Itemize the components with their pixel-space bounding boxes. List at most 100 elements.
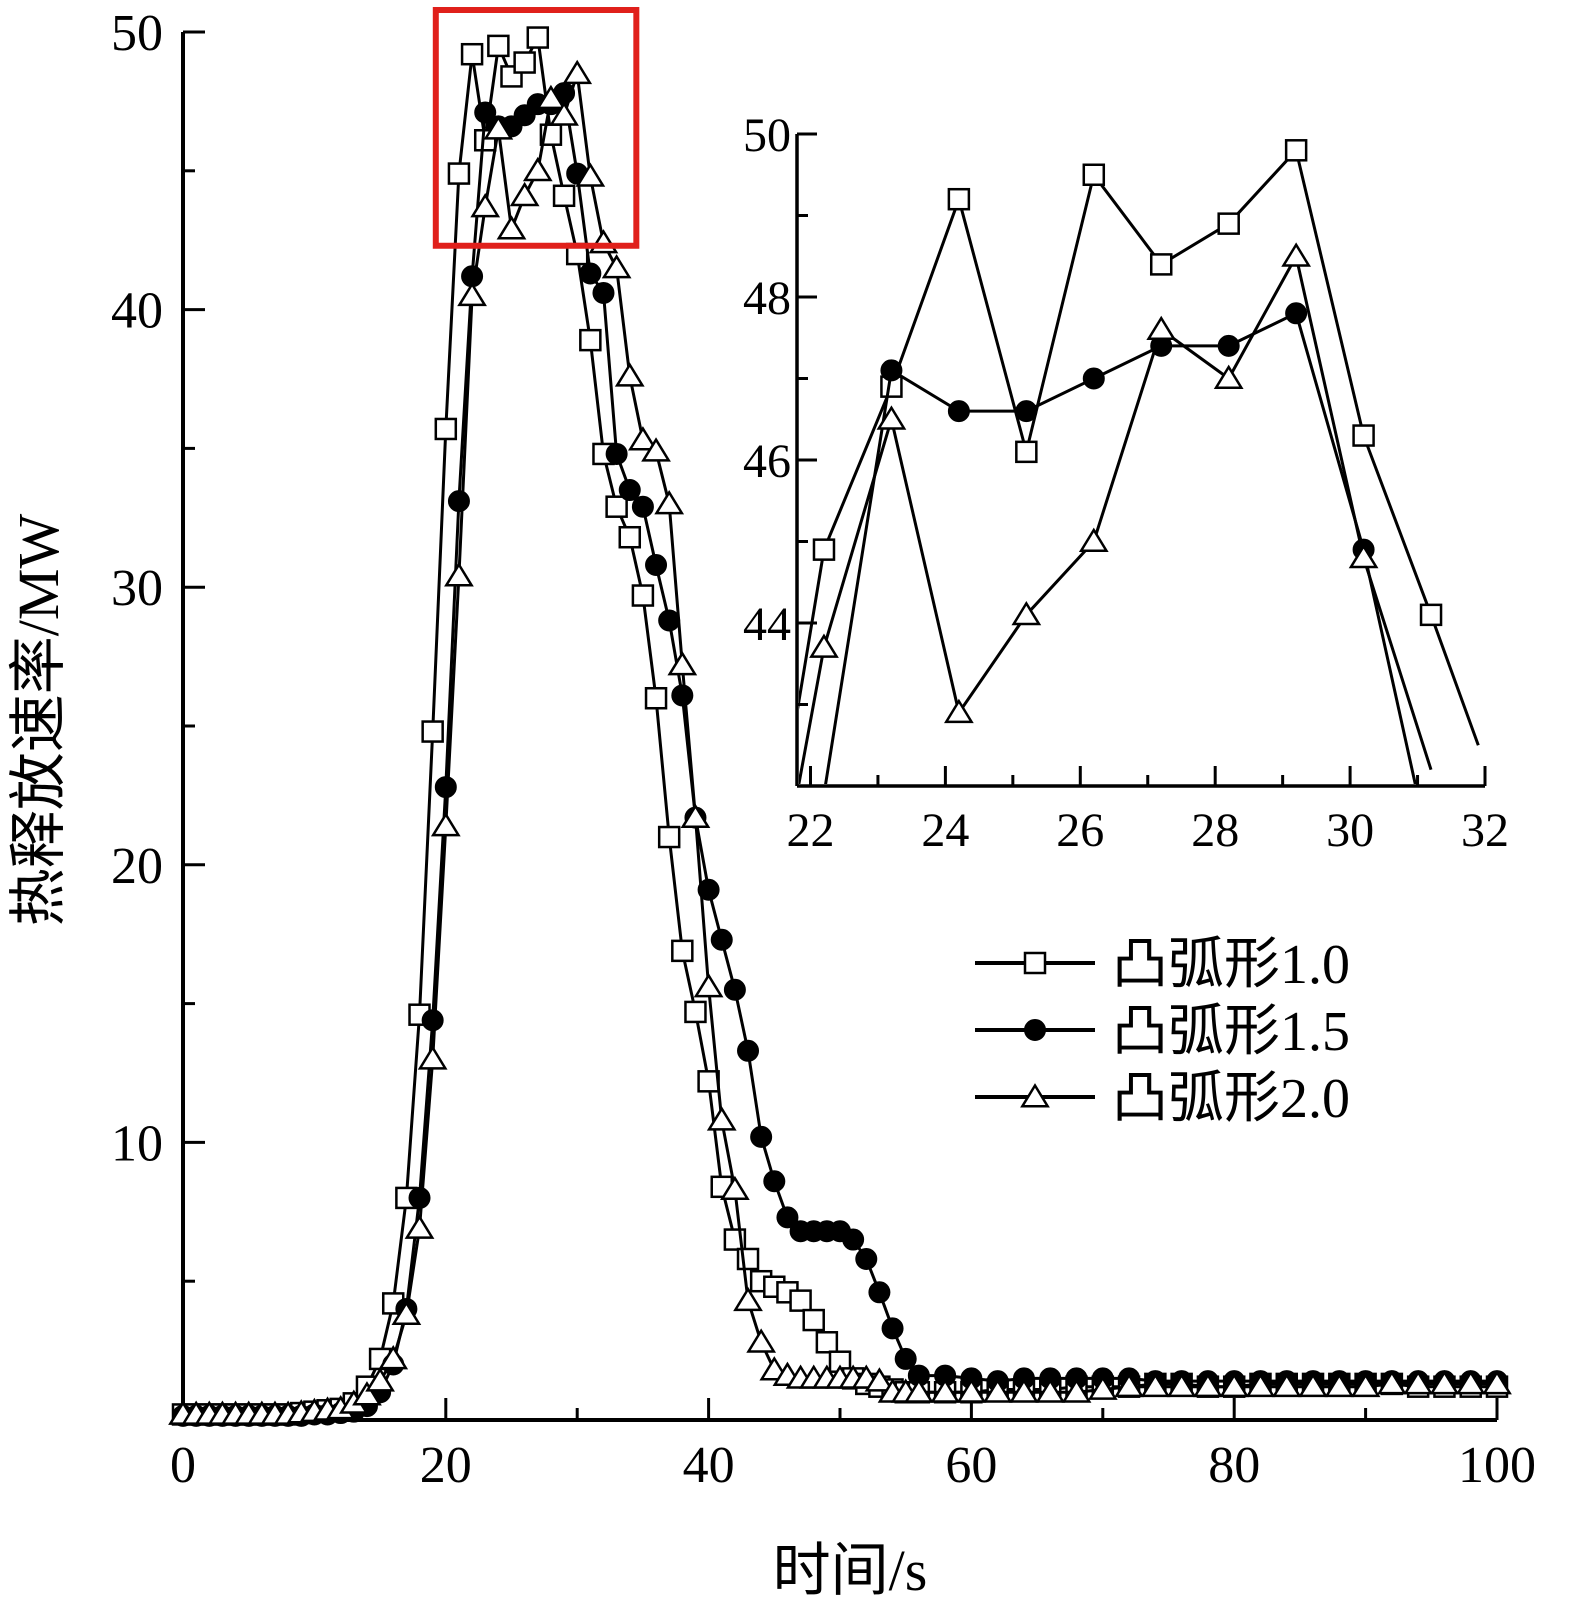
inset-data-point	[1078, 527, 1109, 552]
data-point	[894, 1347, 917, 1370]
data-point	[628, 426, 658, 451]
inset-data-point	[812, 538, 836, 561]
data-point	[552, 184, 576, 208]
data-point	[750, 1125, 773, 1148]
data-point	[671, 684, 694, 707]
data-point	[1219, 1372, 1250, 1398]
data-point	[592, 281, 615, 304]
data-point	[434, 776, 457, 799]
data-point	[1140, 1372, 1171, 1398]
inset-series-line	[824, 311, 1417, 784]
data-point	[1193, 1372, 1223, 1398]
inset-data-point	[1082, 367, 1105, 390]
inset-series-1	[799, 139, 1480, 746]
y-tick-label: 20	[111, 838, 163, 895]
legend-item-series-2: 凸弧形1.5	[975, 1001, 1350, 1063]
data-point	[352, 1381, 382, 1406]
data-point	[588, 229, 619, 254]
data-point	[1455, 1370, 1486, 1395]
data-point	[631, 495, 654, 518]
data-point	[1403, 1370, 1434, 1395]
inset-data-point	[1015, 440, 1038, 464]
data-point	[789, 1289, 812, 1312]
inset-data-point	[880, 359, 903, 382]
inset-data-point	[1082, 163, 1106, 186]
data-point	[1298, 1372, 1328, 1398]
inset-data-point	[1217, 334, 1240, 357]
data-point	[864, 1367, 895, 1392]
data-point	[697, 878, 720, 901]
data-point	[1350, 1372, 1381, 1398]
inset-data-point	[1348, 543, 1379, 569]
data-point	[444, 562, 474, 587]
data-point	[421, 720, 444, 743]
data-point	[378, 1345, 409, 1370]
data-point	[618, 525, 642, 549]
data-point	[733, 1286, 763, 1312]
inset-data-point	[809, 633, 839, 658]
legend-marker-triangle	[1020, 1083, 1050, 1108]
data-point	[776, 1206, 799, 1229]
legend-label-series-1: 凸弧形1.0	[1112, 934, 1350, 996]
data-point	[697, 1070, 720, 1093]
data-point	[601, 254, 632, 279]
data-point	[645, 553, 668, 576]
data-point	[680, 803, 711, 829]
inset-x-tick-label: 32	[1461, 804, 1509, 857]
inset-data-point	[1015, 400, 1038, 423]
data-point	[1377, 1370, 1407, 1395]
inset-series-line	[799, 147, 1480, 746]
legend-marker	[1024, 1019, 1046, 1041]
data-point	[710, 928, 733, 951]
data-point	[903, 1378, 934, 1403]
inset-data-point	[1284, 139, 1308, 162]
inset-data-point	[944, 698, 974, 724]
legend-marker-square	[1023, 951, 1047, 975]
data-point	[549, 101, 579, 126]
x-tick-label: 40	[683, 1437, 735, 1494]
data-point	[802, 1308, 825, 1332]
inset-x-tick-label: 26	[1056, 804, 1104, 857]
data-point	[457, 281, 487, 307]
data-point	[614, 362, 645, 387]
legend-item-series-3: 凸弧形2.0	[975, 1068, 1350, 1130]
data-point	[1061, 1378, 1092, 1403]
data-point	[1271, 1372, 1302, 1398]
data-point	[956, 1378, 987, 1403]
data-point	[447, 162, 471, 185]
data-point	[881, 1317, 904, 1340]
inset-x-tick-label: 22	[786, 804, 834, 857]
data-point	[671, 939, 694, 963]
data-point	[474, 101, 497, 124]
inset-x-tick-label: 28	[1191, 804, 1239, 857]
data-point	[930, 1378, 960, 1403]
legend: 凸弧形1.0 凸弧形1.5 凸弧形2.0	[975, 934, 1350, 1130]
inset-x-tick-label: 24	[921, 804, 969, 857]
inset-y-tick-label: 50	[743, 109, 791, 162]
legend-marker	[1020, 1083, 1050, 1108]
data-point	[763, 1170, 786, 1193]
main-axes: 0 20 40 60 80 100 10 20 30 40 50	[111, 5, 1536, 1494]
inset-data-point	[1281, 242, 1312, 267]
data-point	[404, 1214, 435, 1239]
data-point	[641, 437, 671, 462]
legend-label-series-3: 凸弧形2.0	[1112, 1068, 1350, 1130]
x-tick-label: 20	[420, 1437, 472, 1494]
data-point	[1166, 1372, 1197, 1398]
y-axis-title: 热释放速率/MW	[6, 514, 71, 927]
inset-y-tick-label: 48	[743, 272, 791, 325]
data-point	[723, 978, 746, 1001]
data-point	[720, 1175, 750, 1201]
series-3	[168, 59, 1512, 1425]
data-point	[631, 584, 655, 607]
data-point	[982, 1378, 1013, 1403]
data-point	[470, 192, 501, 218]
inset-axes: 22 24 26 28 30 32 44 46 48 50	[743, 109, 1515, 857]
data-point	[487, 34, 510, 58]
zoom-highlight-box	[432, 7, 640, 249]
data-point	[654, 490, 685, 515]
data-point	[605, 495, 628, 518]
inset-data-point	[1217, 212, 1240, 235]
inset-y-tick-label: 44	[743, 598, 791, 651]
data-point	[693, 973, 724, 998]
